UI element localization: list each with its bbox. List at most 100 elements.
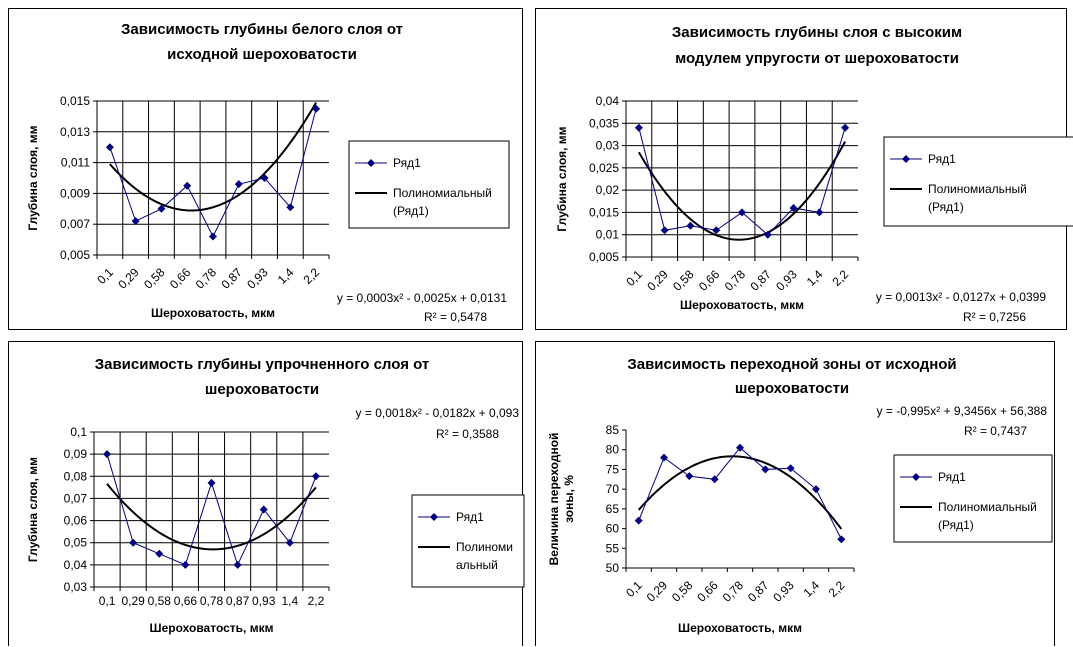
data-point-marker: [712, 226, 721, 235]
data-point-marker: [736, 443, 744, 452]
y-tick-label: 85: [606, 423, 620, 437]
x-tick-label: 2,2: [830, 267, 852, 289]
legend-label-trendline: (Ряд1): [928, 200, 964, 214]
x-tick-label: 0,29: [644, 267, 671, 294]
y-tick-label: 0,04: [596, 94, 620, 108]
y-tick-label: 0,07: [64, 491, 88, 505]
data-point-marker: [181, 560, 190, 569]
y-tick-label: 65: [606, 502, 620, 516]
trendline-r-squared: R² = 0,5478: [424, 310, 487, 324]
data-point-marker: [660, 453, 668, 462]
x-axis-title: Шероховатость, мкм: [150, 621, 274, 635]
legend-label-ryad1: Ряд1: [393, 156, 421, 170]
y-tick-label: 0,005: [589, 250, 619, 264]
data-point-marker: [285, 538, 294, 547]
legend-label-trendline: Полиномиальный: [393, 186, 492, 200]
data-point-marker: [207, 478, 216, 487]
trendline-r-squared: R² = 0,7256: [963, 310, 1026, 324]
y-tick-label: 0,09: [64, 447, 88, 461]
x-tick-label: 0,66: [167, 265, 194, 292]
y-tick-label: 0,03: [64, 580, 88, 594]
y-tick-label: 75: [606, 462, 620, 476]
chart-panel-high-modulus-layer: Зависимость глубины слоя с высоким модуле…: [535, 8, 1073, 330]
y-axis-title: Глубина слоя, мм: [26, 125, 40, 230]
data-point-marker: [660, 226, 669, 235]
x-tick-label: 0,78: [722, 267, 749, 294]
series-line-ryad1: [106, 453, 317, 567]
y-tick-label: 80: [606, 443, 620, 457]
x-tick-label: 0,1: [623, 267, 645, 289]
y-tick-label: 0,013: [60, 125, 90, 139]
data-point-marker: [763, 230, 772, 239]
y-tick-label: 0,05: [64, 536, 88, 550]
data-point-marker: [786, 464, 795, 473]
chart-title: шероховатости: [735, 380, 849, 397]
legend-box: [348, 140, 510, 229]
x-tick-label: 0,87: [218, 265, 245, 292]
x-tick-label: 0,58: [669, 578, 696, 605]
x-tick-label: 0,93: [252, 594, 276, 608]
trendline-equation: y = 0,0003x² - 0,0025x + 0,0131: [337, 291, 507, 305]
x-tick-label: 0,87: [745, 578, 772, 605]
x-tick-label: 0,93: [773, 267, 800, 294]
trendline-polynomial: [109, 102, 317, 212]
data-point-marker: [815, 208, 824, 217]
x-tick-label: 1,4: [281, 594, 298, 608]
y-tick-label: 0,015: [589, 205, 619, 219]
trendline-polynomial: [106, 483, 317, 551]
chart-svg: Зависимость переходной зоны от исходной ш…: [547, 356, 1053, 635]
legend-label-trendline: Полиноми: [456, 540, 513, 554]
y-tick-label: 0,005: [60, 248, 90, 262]
y-axis-title: зоны, %: [562, 475, 576, 523]
x-tick-label: 0,1: [94, 265, 116, 287]
data-point-marker: [105, 143, 114, 152]
x-tick-label: 0,78: [200, 594, 224, 608]
y-axis-title: Глубина слоя, мм: [26, 457, 40, 562]
data-point-marker: [103, 450, 112, 459]
x-axis-title: Шероховатость, мкм: [151, 306, 275, 320]
legend-box: [411, 494, 525, 588]
x-axis-title: Шероховатость, мкм: [680, 298, 804, 312]
chart-title: Зависимость переходной зоны от исходной: [627, 356, 956, 373]
y-axis-title: Глубина слоя, мм: [555, 126, 569, 231]
data-point-marker: [234, 180, 243, 189]
data-point-marker: [685, 472, 694, 481]
data-point-marker: [761, 465, 770, 474]
x-tick-label: 0,1: [99, 594, 116, 608]
y-tick-label: 0,015: [60, 94, 90, 108]
x-tick-label: 0,87: [747, 267, 774, 294]
chart-svg: Зависимость глубины белого слоя от исходн…: [26, 21, 510, 324]
x-tick-label: 1,4: [275, 265, 297, 287]
x-tick-label: 0,1: [623, 578, 645, 600]
y-tick-label: 0,01: [596, 228, 620, 242]
data-point-marker: [686, 221, 695, 230]
legend-label-trendline: (Ряд1): [393, 204, 429, 218]
y-tick-label: 0,02: [596, 183, 620, 197]
trendline-equation: y = 0,0013x² - 0,0127x + 0,0399: [876, 290, 1046, 304]
legend-label-trendline: Полиномиальный: [938, 500, 1037, 514]
x-tick-label: 0,78: [193, 265, 220, 292]
x-tick-label: 0,66: [694, 578, 721, 605]
legend-label-ryad1: Ряд1: [456, 510, 484, 524]
y-tick-label: 0,025: [589, 161, 619, 175]
x-tick-label: 0,58: [141, 265, 168, 292]
data-point-marker: [259, 505, 268, 514]
x-tick-label: 2,2: [308, 594, 325, 608]
y-tick-label: 0,011: [61, 156, 90, 170]
data-point-marker: [129, 538, 138, 547]
chart-panel-white-layer: Зависимость глубины белого слоя от исходн…: [8, 8, 523, 330]
chart-panel-hardened-layer: Зависимость глубины упрочненного слоя от…: [8, 341, 525, 646]
data-point-marker: [634, 123, 643, 132]
data-point-marker: [789, 203, 798, 212]
x-tick-label: 0,29: [115, 265, 142, 292]
x-tick-label: 2,2: [301, 265, 323, 287]
data-point-marker: [157, 204, 166, 213]
data-point-marker: [155, 549, 164, 558]
y-tick-label: 0,03: [596, 139, 620, 153]
y-axis-title: Величина переходной: [547, 433, 561, 566]
x-tick-label: 0,58: [670, 267, 697, 294]
data-point-marker: [837, 535, 846, 544]
data-point-marker: [634, 516, 643, 525]
y-tick-label: 50: [606, 561, 620, 575]
data-point-marker: [710, 475, 719, 484]
